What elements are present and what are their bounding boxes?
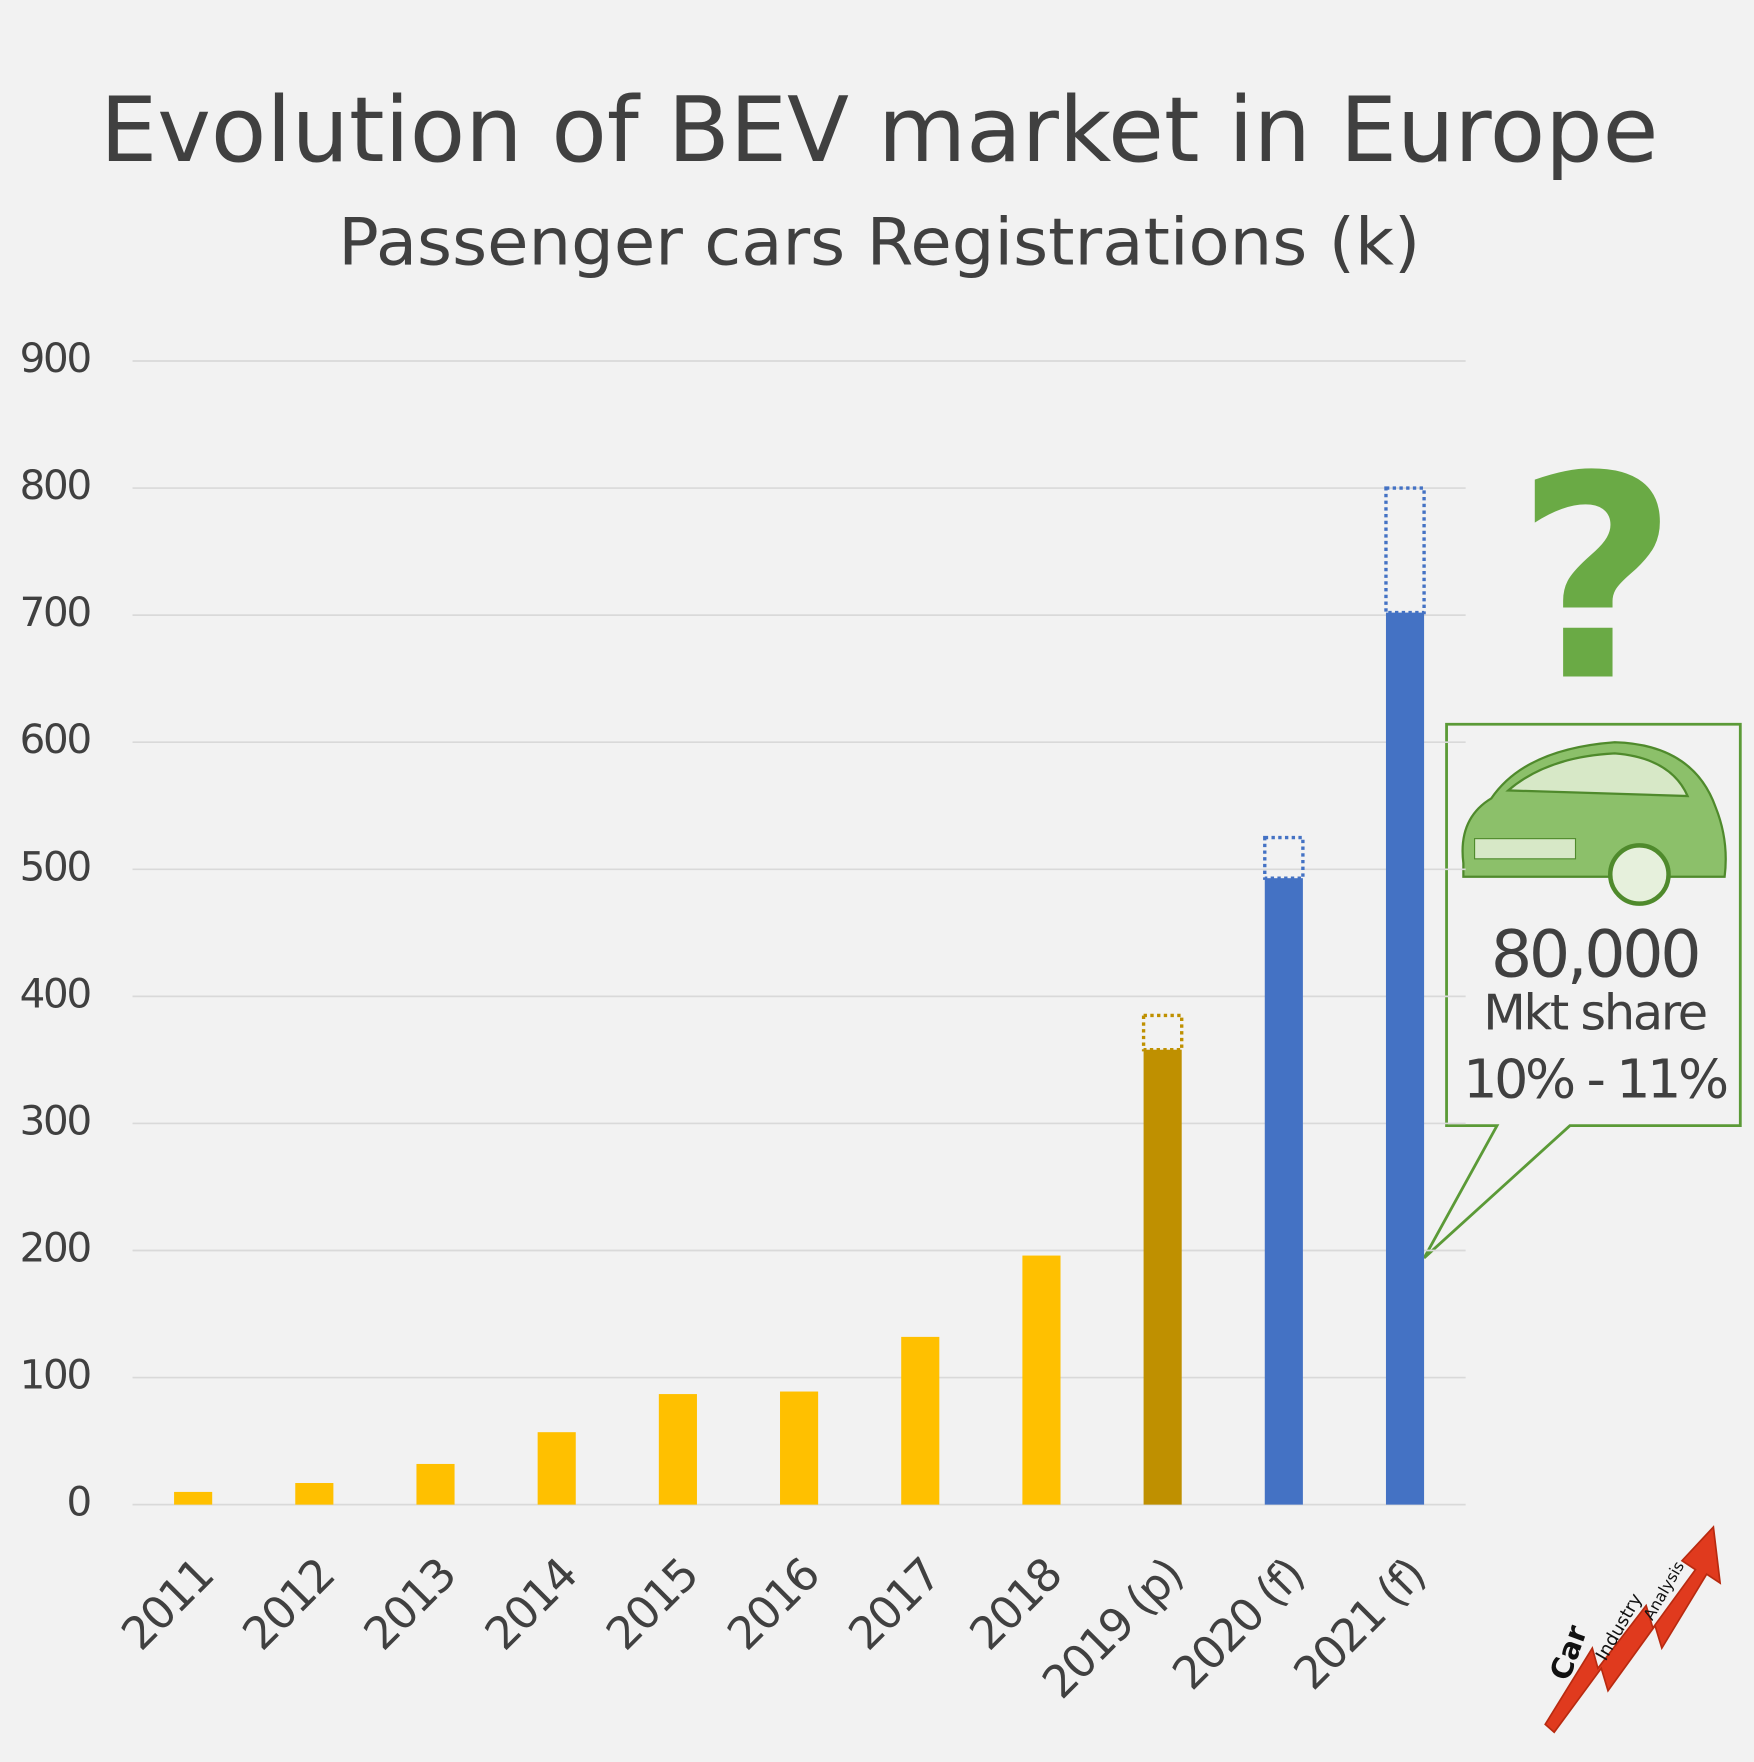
range-box (1263, 835, 1305, 880)
bar (174, 1491, 213, 1505)
bar (416, 1463, 455, 1505)
annotation-value: 80,000 (1491, 918, 1698, 993)
y-tick-label: 900 (20, 335, 90, 382)
y-tick-label: 500 (20, 843, 90, 890)
callout (1422, 722, 1742, 1259)
y-tick-label: 700 (20, 589, 90, 636)
bar (780, 1391, 819, 1505)
bar (658, 1394, 697, 1505)
y-tick-label: 300 (20, 1097, 90, 1144)
annotation-text: Mkt share (1483, 983, 1706, 1041)
bar (901, 1336, 940, 1505)
y-tick-label: 800 (20, 462, 90, 509)
y-tick-label: 400 (20, 970, 90, 1017)
bar (1385, 612, 1425, 1505)
chart-subtitle: Passenger cars Registrations (k) (338, 206, 1420, 281)
car-icon (1461, 741, 1727, 906)
range-box (1384, 486, 1426, 615)
question-mark-icon: ? (1515, 417, 1678, 743)
chart-title: Evolution of BEV market in Europe (100, 79, 1658, 183)
bar (1264, 878, 1303, 1505)
y-tick-label: 200 (20, 1224, 90, 1271)
y-tick-label: 0 (66, 1479, 89, 1526)
bar (295, 1483, 334, 1505)
bar (1143, 1049, 1182, 1505)
y-tick-label: 100 (20, 1352, 90, 1399)
bar (537, 1432, 576, 1505)
range-box (1141, 1013, 1184, 1052)
bar (1022, 1255, 1061, 1505)
y-tick-label: 600 (20, 716, 90, 763)
annotation-text: 10% - 11% (1463, 1048, 1727, 1111)
